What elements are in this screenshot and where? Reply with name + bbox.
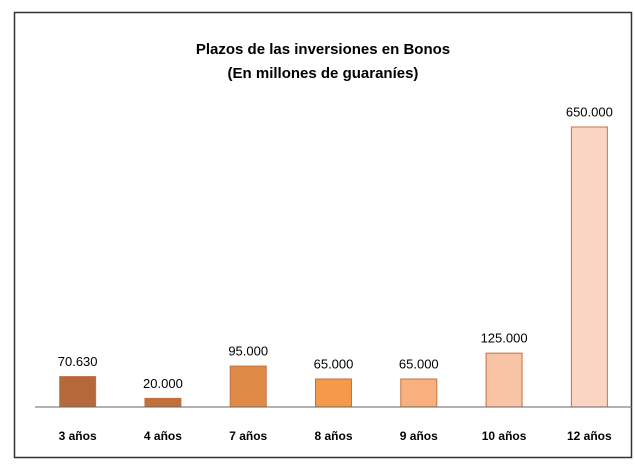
- x-tick-label: 4 años: [144, 429, 182, 443]
- bar: [229, 365, 267, 408]
- value-label: 20.000: [143, 376, 183, 391]
- value-label: 65.000: [399, 356, 439, 371]
- x-tick-label: 9 años: [400, 429, 438, 443]
- x-tick-label: 8 años: [314, 429, 352, 443]
- bar: [144, 397, 182, 408]
- bar: [400, 378, 438, 408]
- bar: [485, 352, 523, 408]
- bar: [59, 376, 97, 408]
- x-tick-label: 12 años: [567, 429, 612, 443]
- value-label: 65.000: [314, 356, 354, 371]
- x-tick-label: 7 años: [229, 429, 267, 443]
- value-label: 95.000: [228, 344, 268, 359]
- bar: [315, 378, 352, 408]
- chart-title: Plazos de las inversiones en Bonos: [196, 41, 450, 58]
- value-label: 70.630: [58, 354, 98, 369]
- x-tick-label: 10 años: [482, 429, 527, 443]
- chart-subtitle: (En millones de guaraníes): [228, 65, 419, 82]
- value-label: 125.000: [481, 331, 528, 346]
- value-label: 650.000: [566, 104, 613, 119]
- bar: [570, 126, 608, 408]
- x-tick-label: 3 años: [59, 429, 97, 443]
